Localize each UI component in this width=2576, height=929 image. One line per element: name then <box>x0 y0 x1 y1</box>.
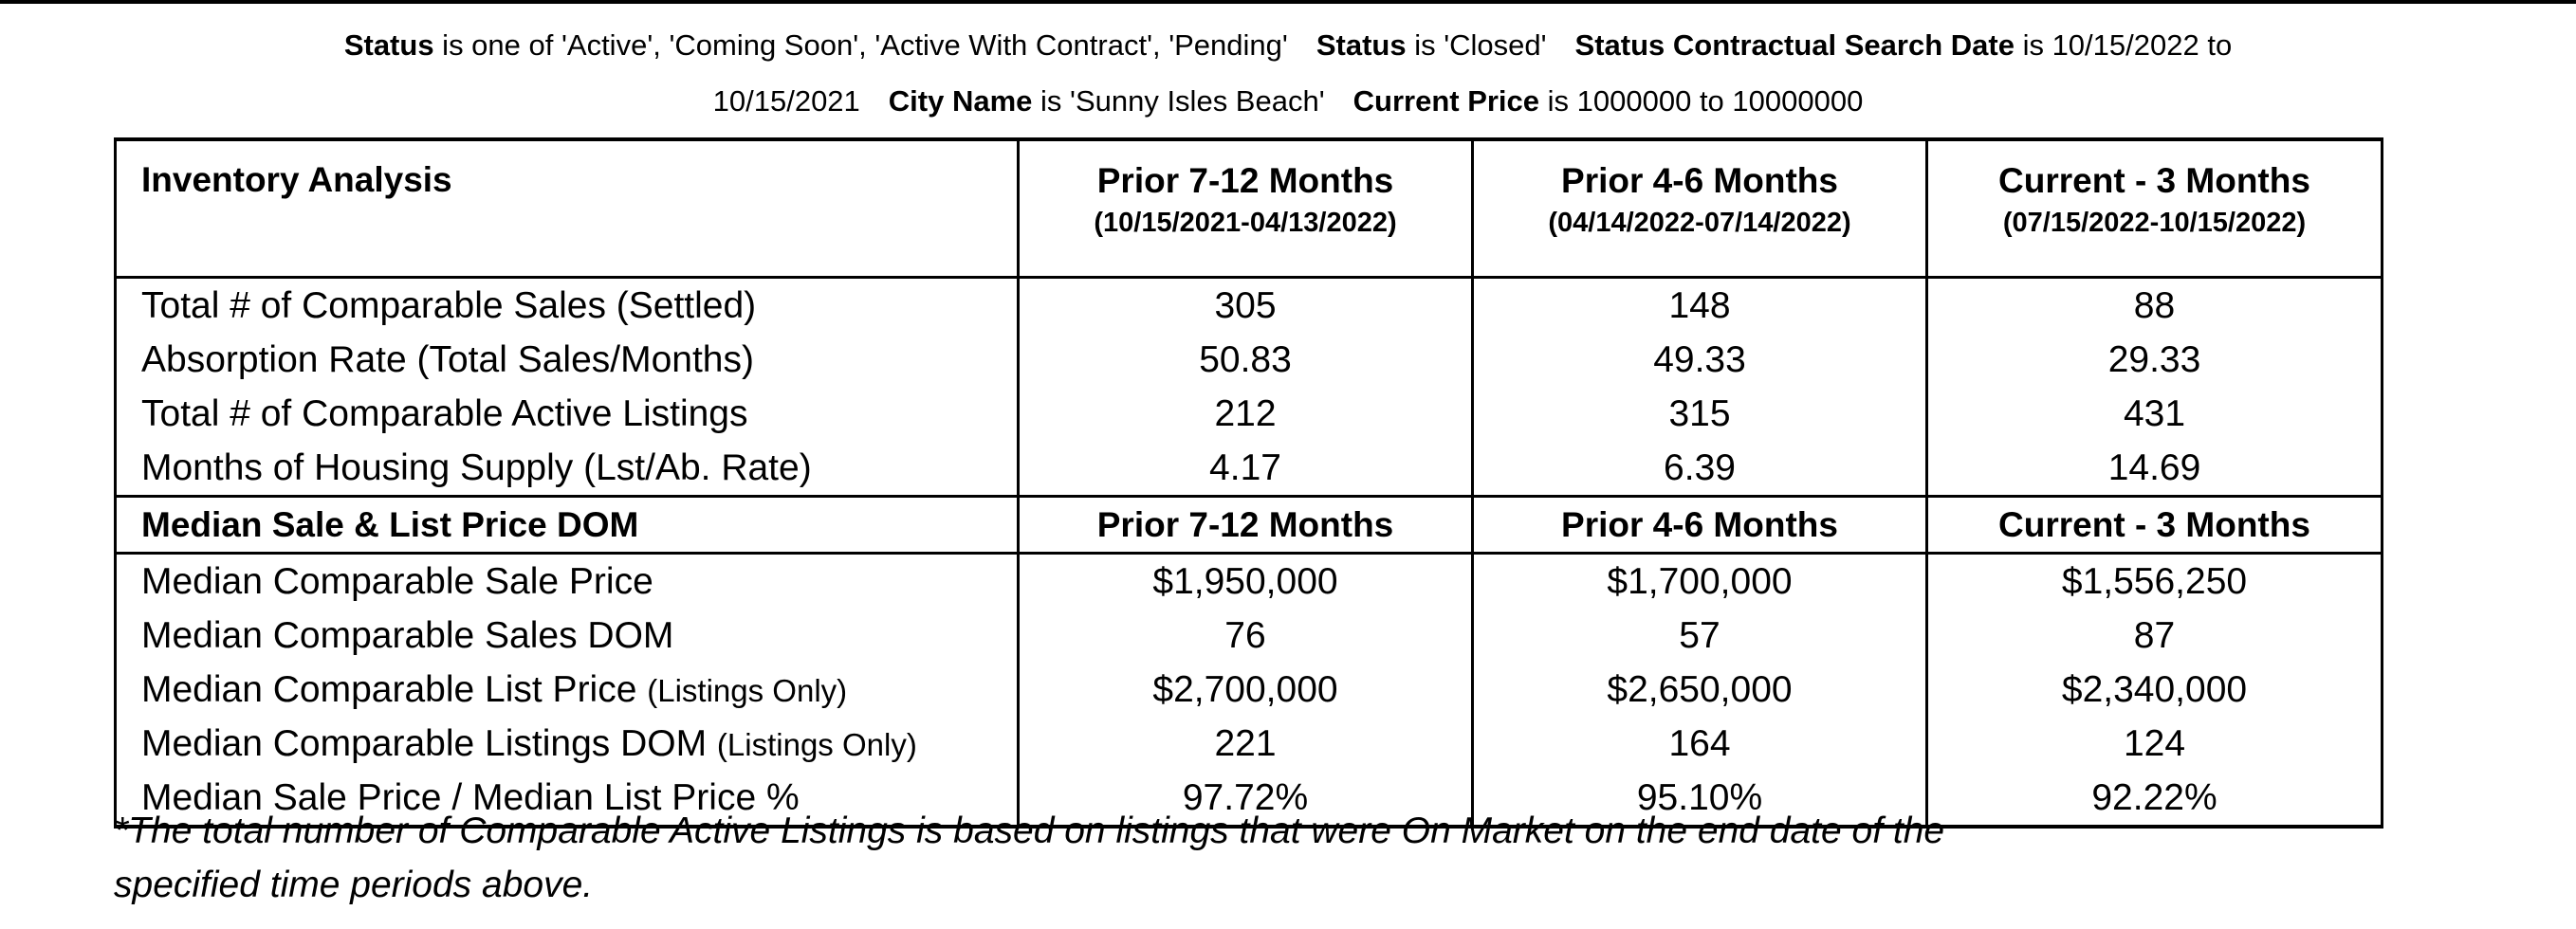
row-label-text: Median Comparable Sale Price <box>141 560 653 602</box>
row-label: Absorption Rate (Total Sales/Months) <box>114 333 1020 387</box>
criteria-key: Status Contractual Search Date <box>1574 28 2015 62</box>
cell-value: 88 <box>1925 277 2383 333</box>
cell-value: $2,340,000 <box>1925 663 2383 717</box>
row-label: Total # of Comparable Active Listings <box>114 387 1020 441</box>
row-label: Median Comparable Listings DOM (Listings… <box>114 717 1020 771</box>
cell-value: 87 <box>1925 609 2383 663</box>
cell-value: 164 <box>1471 717 1928 771</box>
criteria-key: Current Price <box>1352 84 1540 118</box>
cell-value: 29.33 <box>1925 333 2383 387</box>
row-label: Total # of Comparable Sales (Settled) <box>114 277 1020 333</box>
period-title: Current - 3 Months <box>1925 495 2383 555</box>
cell-value: $1,556,250 <box>1925 553 2383 609</box>
section-title: Median Sale & List Price DOM <box>114 495 1020 555</box>
period-header: Prior 4-6 Months (04/14/2022-07/14/2022) <box>1471 137 1928 279</box>
section-title: Inventory Analysis <box>114 137 1020 279</box>
criteria-key: City Name <box>888 84 1033 118</box>
cell-value: 50.83 <box>1017 333 1474 387</box>
table-row: Total # of Comparable Active Listings 21… <box>114 387 2383 441</box>
cell-value: 4.17 <box>1017 441 1474 498</box>
period-range: (07/15/2022-10/15/2022) <box>2002 208 2307 238</box>
row-label-text: Median Sale Price / Median List Price % <box>141 776 800 818</box>
cell-value: 148 <box>1471 277 1928 333</box>
criteria-value: 10/15/2021 <box>712 84 860 118</box>
section2-header-row: Median Sale & List Price DOM Prior 7-12 … <box>114 495 2383 555</box>
cell-value: $2,700,000 <box>1017 663 1474 717</box>
criteria-line-2: 10/15/2021 City Name is 'Sunny Isles Beac… <box>0 73 2576 129</box>
cell-value: 6.39 <box>1471 441 1928 498</box>
row-label-text: Median Comparable Sales DOM <box>141 614 674 656</box>
period-range: (04/14/2022-07/14/2022) <box>1548 208 1851 238</box>
cell-value: 212 <box>1017 387 1474 441</box>
criteria-key: Status <box>343 28 434 62</box>
criteria-value: is 1000000 to 10000000 <box>1539 84 1864 118</box>
table-row: Median Comparable Sale Price $1,950,000 … <box>114 553 2383 609</box>
period-title: Current - 3 Months <box>1998 161 2310 200</box>
row-label: Median Comparable List Price (Listings O… <box>114 663 1020 717</box>
row-label-text: Median Comparable List Price <box>141 668 648 710</box>
table-row: Median Comparable Listings DOM (Listings… <box>114 717 2383 771</box>
table-row: Median Comparable List Price (Listings O… <box>114 663 2383 717</box>
cell-value: 95.10% <box>1471 771 1928 829</box>
cell-value: $1,700,000 <box>1471 553 1928 609</box>
criteria-value: is 'Sunny Isles Beach' <box>1032 84 1325 118</box>
cell-value: 97.72% <box>1017 771 1474 829</box>
row-label: Median Comparable Sale Price <box>114 553 1020 609</box>
criteria-value: is 'Closed' <box>1406 28 1547 62</box>
row-label-text: Median Comparable Listings DOM <box>141 722 717 764</box>
period-range: (10/15/2021-04/13/2022) <box>1094 208 1397 238</box>
table-row: Months of Housing Supply (Lst/Ab. Rate) … <box>114 441 2383 498</box>
top-rule <box>0 0 2576 4</box>
period-title: Prior 4-6 Months <box>1561 161 1838 200</box>
table-row: Median Comparable Sales DOM 76 57 87 <box>114 609 2383 663</box>
footnote-line: *The total number of Comparable Active L… <box>114 811 1945 851</box>
cell-value: 14.69 <box>1925 441 2383 498</box>
row-label: Median Sale Price / Median List Price % <box>114 771 1020 829</box>
criteria-key: Status <box>1316 28 1407 62</box>
cell-value: 76 <box>1017 609 1474 663</box>
cell-value: 92.22% <box>1925 771 2383 829</box>
row-label: Median Comparable Sales DOM <box>114 609 1020 663</box>
cell-value: 49.33 <box>1471 333 1928 387</box>
cell-value: 221 <box>1017 717 1474 771</box>
period-title: Prior 7-12 Months <box>1096 161 1394 200</box>
section1-header-row: Inventory Analysis Prior 7-12 Months (10… <box>114 137 2383 279</box>
footnote-line: specified time periods above. <box>114 865 594 905</box>
criteria-value: is 10/15/2022 to <box>2014 28 2233 62</box>
cell-value: 124 <box>1925 717 2383 771</box>
row-label: Months of Housing Supply (Lst/Ab. Rate) <box>114 441 1020 498</box>
cell-value: $2,650,000 <box>1471 663 1928 717</box>
search-criteria: Status is one of 'Active', 'Coming Soon'… <box>0 17 2576 129</box>
period-header: Prior 7-12 Months (10/15/2021-04/13/2022… <box>1017 137 1474 279</box>
period-title: Prior 7-12 Months <box>1017 495 1474 555</box>
inventory-analysis-table: Inventory Analysis Prior 7-12 Months (10… <box>114 137 2383 829</box>
table-row: Absorption Rate (Total Sales/Months) 50.… <box>114 333 2383 387</box>
row-label-suffix: (Listings Only) <box>647 672 848 708</box>
table-row: Total # of Comparable Sales (Settled) 30… <box>114 277 2383 333</box>
row-label-suffix: (Listings Only) <box>716 726 917 762</box>
cell-value: 431 <box>1925 387 2383 441</box>
period-header: Current - 3 Months (07/15/2022-10/15/202… <box>1925 137 2383 279</box>
criteria-value: is one of 'Active', 'Coming Soon', 'Acti… <box>433 28 1288 62</box>
criteria-line-1: Status is one of 'Active', 'Coming Soon'… <box>0 17 2576 73</box>
cell-value: 305 <box>1017 277 1474 333</box>
cell-value: $1,950,000 <box>1017 553 1474 609</box>
cell-value: 315 <box>1471 387 1928 441</box>
period-title: Prior 4-6 Months <box>1471 495 1928 555</box>
footnote: *The total number of Comparable Active L… <box>114 804 2390 912</box>
cell-value: 57 <box>1471 609 1928 663</box>
table-row: Median Sale Price / Median List Price % … <box>114 771 2383 829</box>
